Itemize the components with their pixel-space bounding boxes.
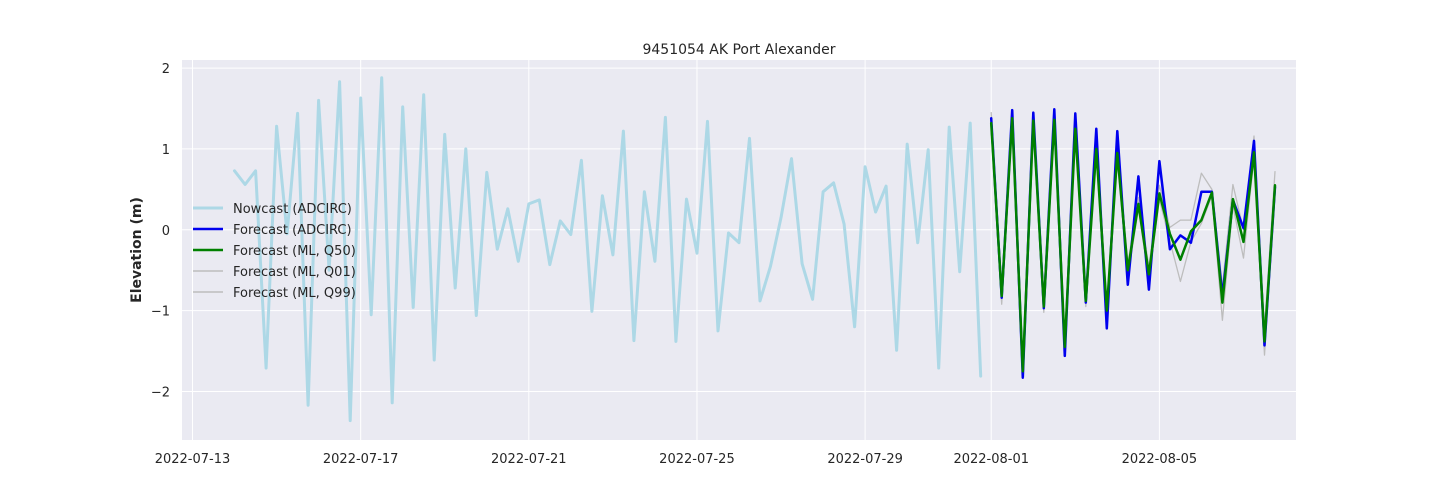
legend-label: Forecast (ADCIRC) — [233, 223, 352, 238]
series-forecast-ml-q50 — [989, 116, 1277, 373]
x-tick-label: 2022-08-05 — [1122, 452, 1198, 467]
x-tick-label: 2022-07-17 — [323, 452, 399, 467]
x-tick-label: 2022-07-13 — [155, 452, 231, 467]
y-tick-label: −1 — [151, 305, 170, 320]
x-axis: 2022-07-13 2022-07-17 2022-07-21 2022-07-25… — [155, 452, 1197, 467]
y-tick-label: 2 — [162, 62, 170, 77]
y-axis-label: Elevation (m) — [129, 197, 145, 303]
x-tick-label: 2022-07-21 — [491, 452, 567, 467]
y-tick-label: 1 — [162, 143, 170, 158]
y-tick-label: −2 — [151, 385, 170, 400]
series-layer — [233, 76, 1277, 423]
legend-label: Forecast (ML, Q50) — [233, 244, 356, 259]
legend-label: Forecast (ML, Q01) — [233, 265, 356, 280]
legend-label: Nowcast (ADCIRC) — [233, 202, 352, 217]
x-tick-label: 2022-07-25 — [659, 452, 735, 467]
legend: Nowcast (ADCIRC) Forecast (ADCIRC) Forecas… — [193, 202, 356, 301]
x-tick-label: 2022-08-01 — [953, 452, 1029, 467]
y-tick-label: 0 — [162, 224, 170, 239]
chart-title: 9451054 AK Port Alexander — [642, 42, 835, 58]
series-nowcast-adcirc — [233, 76, 983, 423]
x-tick-label: 2022-07-29 — [827, 452, 903, 467]
legend-label: Forecast (ML, Q99) — [233, 286, 356, 301]
y-axis: −2 −1 0 1 2 — [151, 62, 170, 400]
